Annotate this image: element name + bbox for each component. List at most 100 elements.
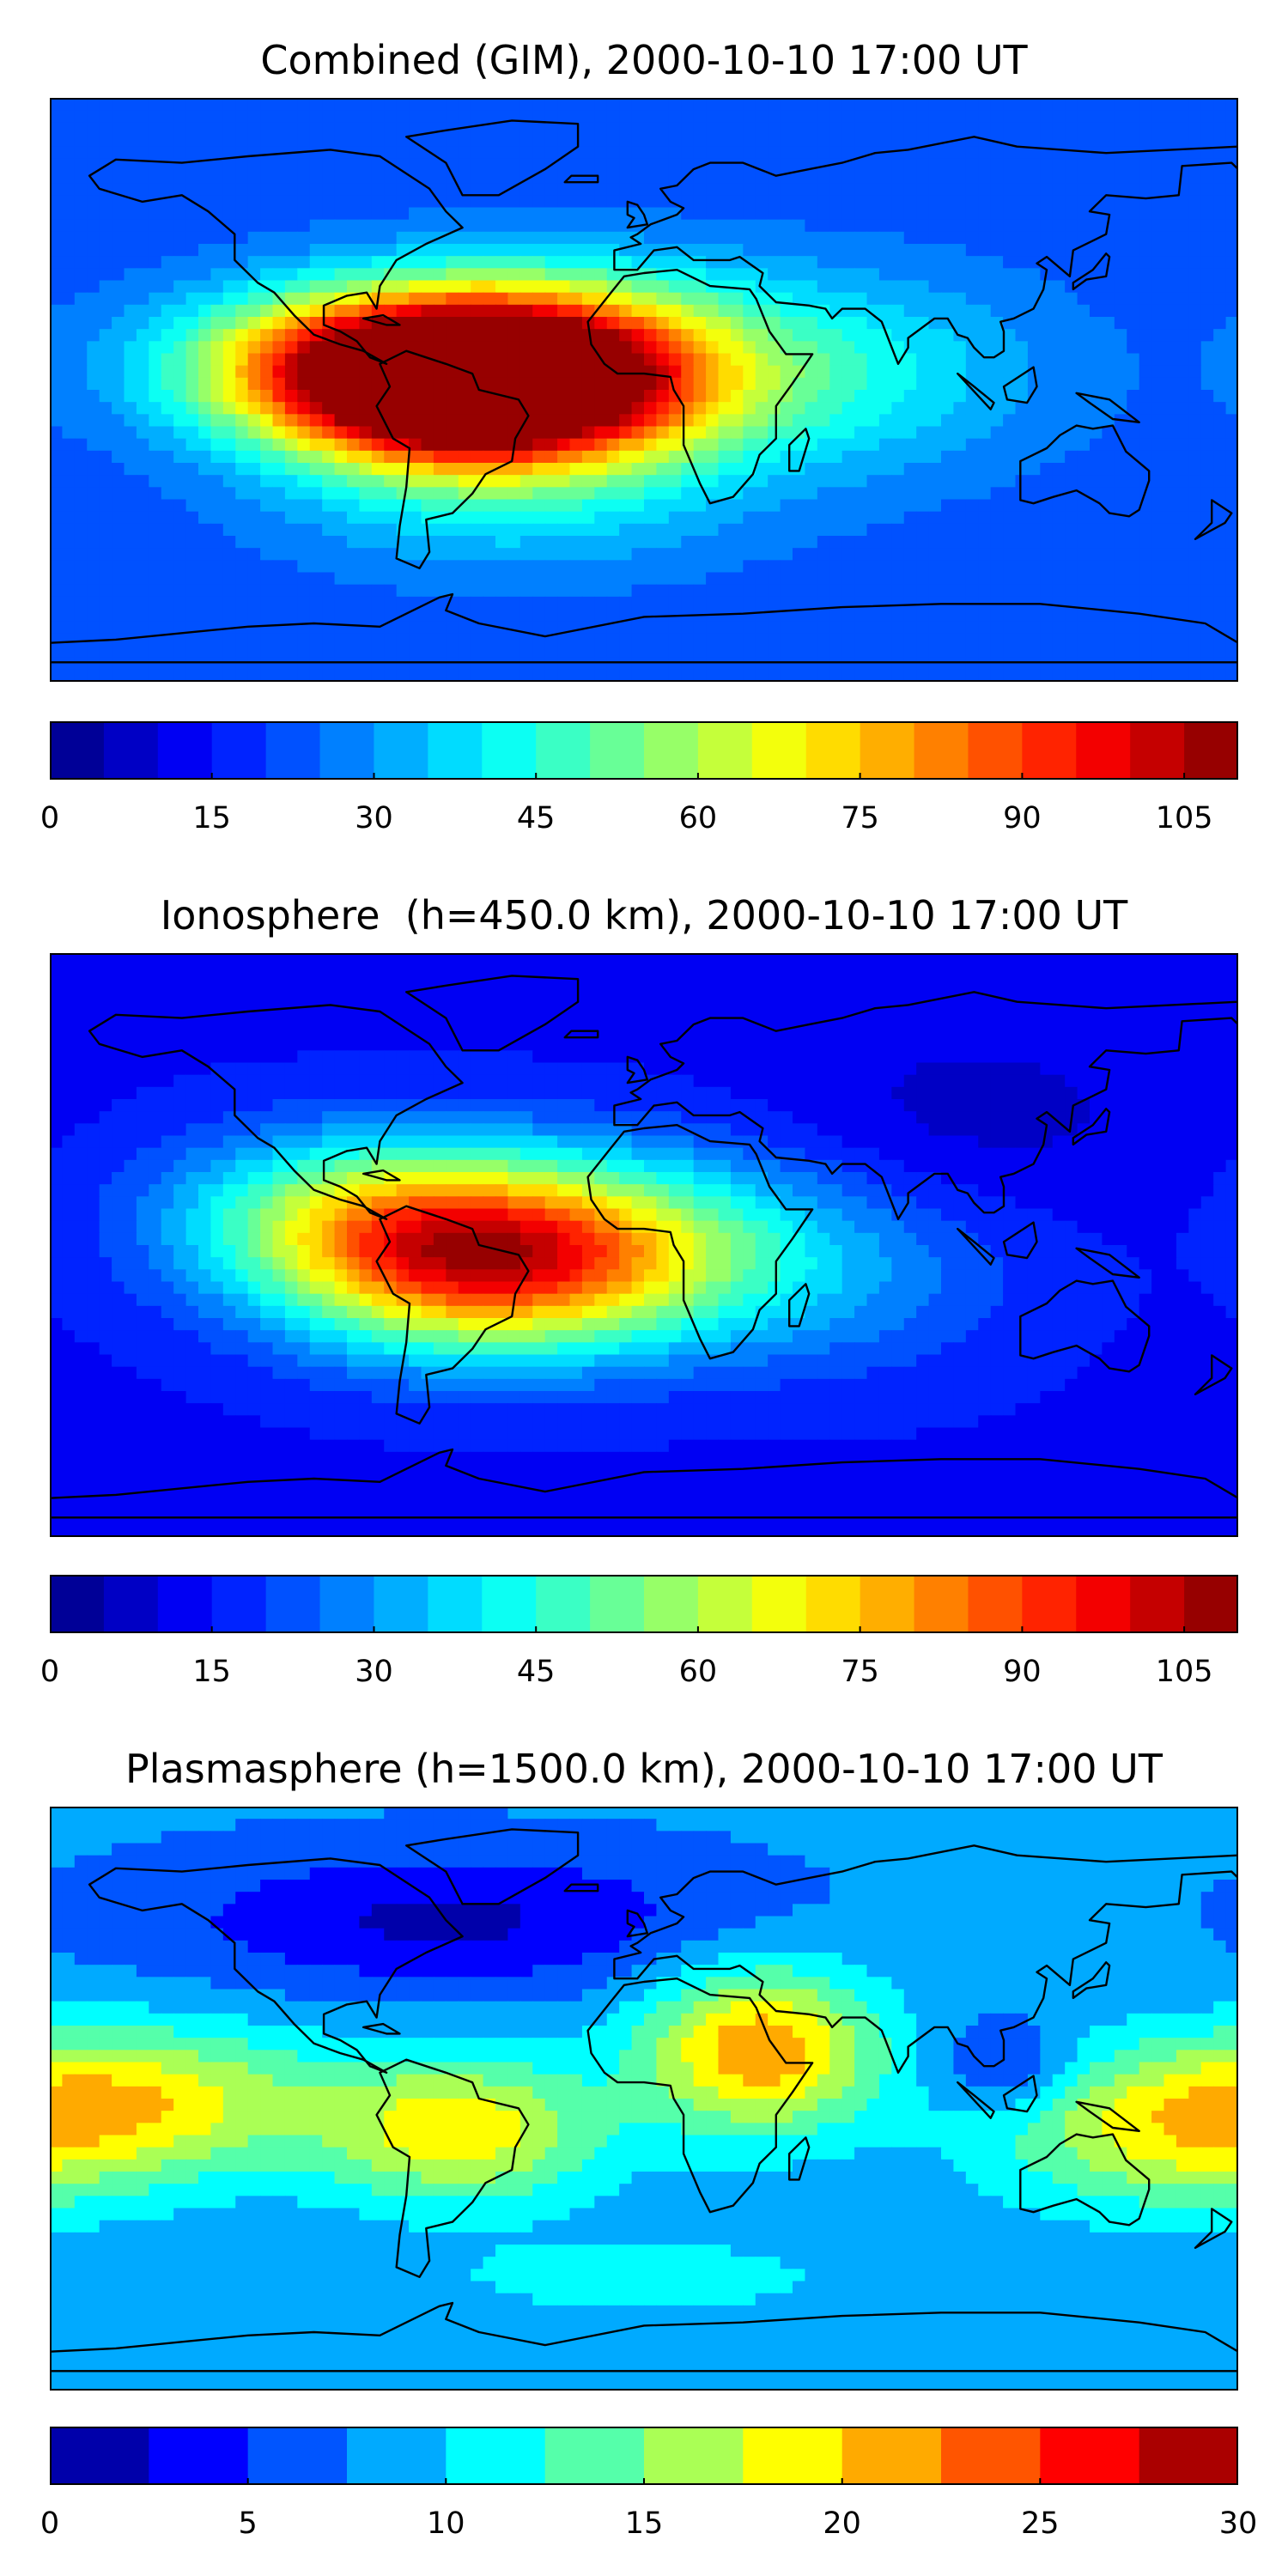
heatmap-cell <box>297 475 311 488</box>
heatmap-cell <box>161 450 174 464</box>
heatmap-cell <box>706 134 720 148</box>
heatmap-cell <box>173 402 187 415</box>
heatmap-cell <box>656 110 670 123</box>
heatmap-cell <box>990 341 1004 355</box>
heatmap-cell <box>829 171 843 184</box>
heatmap-cell <box>136 280 149 294</box>
heatmap-cell <box>284 633 298 647</box>
heatmap-cell <box>644 560 658 574</box>
heatmap-cell <box>631 183 645 196</box>
heatmap-cell <box>149 414 162 428</box>
heatmap-cell <box>112 280 125 294</box>
heatmap-cell <box>878 645 892 659</box>
heatmap-cell <box>1027 304 1041 318</box>
heatmap-cell <box>817 584 830 598</box>
heatmap-cell <box>334 560 348 574</box>
heatmap-cell <box>768 146 781 160</box>
heatmap-cell <box>743 499 756 513</box>
heatmap-cell <box>149 329 162 342</box>
heatmap-cell <box>718 219 732 233</box>
heatmap-cell <box>1015 426 1029 440</box>
heatmap-cell <box>495 256 509 269</box>
heatmap-cell <box>347 365 361 379</box>
heatmap-cell <box>644 292 658 306</box>
heatmap-cell <box>1163 377 1177 391</box>
heatmap-cell <box>483 475 496 488</box>
heatmap-cell <box>557 511 571 525</box>
heatmap-cell <box>768 207 781 221</box>
heatmap-cell <box>1139 511 1152 525</box>
heatmap-cell <box>112 341 125 355</box>
heatmap-cell <box>953 110 967 123</box>
heatmap-cell <box>631 499 645 513</box>
heatmap-cell <box>62 207 76 221</box>
heatmap-cell <box>755 584 769 598</box>
heatmap-cell <box>631 98 645 111</box>
heatmap-cell <box>544 475 558 488</box>
heatmap-cell <box>743 536 756 549</box>
heatmap-cell <box>1188 414 1202 428</box>
heatmap-cell <box>903 110 917 123</box>
heatmap-cell <box>471 450 484 464</box>
heatmap-cell <box>768 317 781 330</box>
heatmap-cell <box>297 633 311 647</box>
heatmap-cell <box>817 158 830 172</box>
heatmap-cell <box>965 953 979 966</box>
heatmap-cell <box>644 365 658 379</box>
heatmap-cell <box>507 475 521 488</box>
heatmap-cell <box>941 231 955 245</box>
heatmap-cell <box>805 256 818 269</box>
heatmap-cell <box>656 304 670 318</box>
heatmap-cell <box>260 584 274 598</box>
heatmap-cell <box>581 110 595 123</box>
heatmap-cell <box>817 134 830 148</box>
heatmap-cell <box>1052 329 1066 342</box>
heatmap-cell <box>1052 499 1066 513</box>
heatmap-cell <box>817 487 830 501</box>
heatmap-cell <box>755 977 769 991</box>
heatmap-cell <box>594 572 608 586</box>
heatmap-cell <box>768 426 781 440</box>
heatmap-cell <box>681 317 695 330</box>
panel-title-ionosphere: Ionosphere (h=450.0 km), 2000-10-10 17:0… <box>160 892 1128 939</box>
heatmap-cell <box>284 560 298 574</box>
heatmap-cell <box>272 511 286 525</box>
heatmap-cell <box>297 329 311 342</box>
heatmap-cell <box>1114 523 1127 537</box>
heatmap-cell <box>829 134 843 148</box>
heatmap-cell <box>309 450 323 464</box>
heatmap-cell <box>730 572 744 586</box>
heatmap-cell <box>1139 292 1152 306</box>
heatmap-cell <box>161 596 174 610</box>
heatmap-cell <box>594 463 608 476</box>
heatmap-cell <box>149 402 162 415</box>
heatmap-cell <box>421 645 434 659</box>
heatmap-cell <box>309 377 323 391</box>
heatmap-cell <box>1040 977 1054 991</box>
heatmap-cell <box>1102 560 1115 574</box>
heatmap-cell <box>693 329 707 342</box>
heatmap-cell <box>371 98 385 111</box>
heatmap-cell <box>891 390 905 403</box>
heatmap-cell <box>693 463 707 476</box>
heatmap-cell <box>866 596 880 610</box>
heatmap-cell <box>656 377 670 391</box>
heatmap-cell <box>916 560 930 574</box>
heatmap-cell <box>149 965 162 978</box>
heatmap-cell <box>990 560 1004 574</box>
heatmap-cell <box>309 596 323 610</box>
heatmap-cell <box>1188 365 1202 379</box>
heatmap-cell <box>74 317 88 330</box>
heatmap-cell <box>1225 158 1238 172</box>
heatmap-cell <box>793 231 806 245</box>
heatmap-cell <box>1225 110 1238 123</box>
heatmap-cell <box>185 329 199 342</box>
heatmap-cell <box>50 183 64 196</box>
heatmap-cell <box>953 475 967 488</box>
heatmap-cell <box>421 977 434 991</box>
heatmap-cell <box>544 977 558 991</box>
heatmap-cell <box>446 256 459 269</box>
heatmap-cell <box>1139 645 1152 659</box>
heatmap-cell <box>519 621 533 634</box>
heatmap-cell <box>1151 292 1165 306</box>
